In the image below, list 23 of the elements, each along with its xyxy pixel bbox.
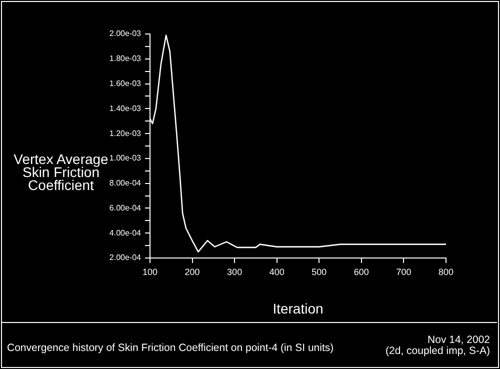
x-tick-label: 600 — [354, 266, 369, 277]
text: Nov 14, 2002 — [426, 334, 490, 346]
y-tick-label: 4.00e-04 — [109, 228, 142, 238]
text: (2d, coupled imp, S-A) — [386, 345, 490, 357]
x-tick-label: 100 — [142, 266, 158, 277]
x-tick-label: 800 — [438, 266, 454, 277]
y-tick-label: 1.60e-03 — [109, 78, 142, 88]
x-tick-label: 300 — [227, 266, 242, 277]
y-axis-title: Vertex Average Skin Friction Coefficient — [14, 151, 108, 193]
y-tick-label: 1.80e-03 — [109, 54, 142, 64]
y-tick-label: 1.00e-03 — [109, 154, 142, 163]
x-axis-title: Iteration — [272, 300, 324, 316]
x-tick-label: 400 — [269, 266, 284, 277]
x-tick-label: 700 — [396, 266, 412, 277]
y-tick-label: 1.20e-03 — [109, 128, 142, 138]
x-tick-label: 500 — [312, 266, 327, 277]
y-tick-label: 2.00e-04 — [109, 253, 142, 262]
text: Convergence history of Skin Friction Coefficient on point-4 (in SI units) — [7, 342, 334, 354]
y-tick-label: 1.40e-03 — [109, 104, 142, 113]
y-tick-label: 8.00e-04 — [109, 178, 142, 188]
y-tick-label: 2.00e-03 — [109, 29, 142, 38]
x-tick-label: 200 — [184, 266, 200, 277]
y-tick-label: 6.00e-04 — [109, 203, 142, 212]
